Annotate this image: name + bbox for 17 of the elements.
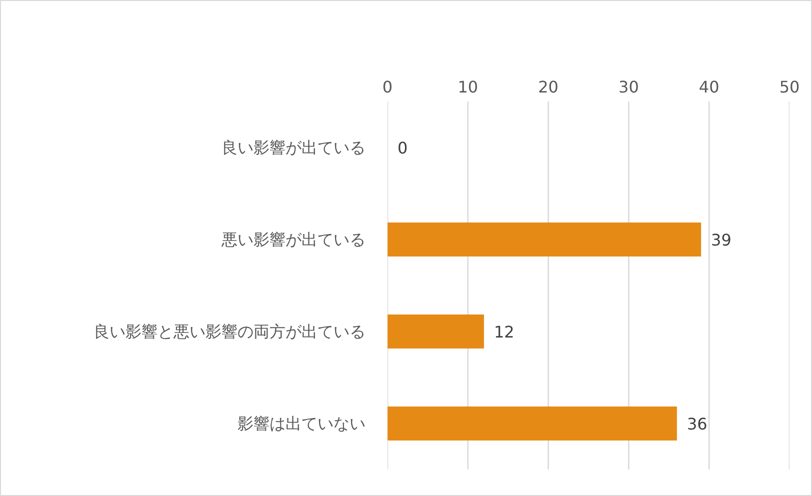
x-tick-label: 0 [382,78,393,96]
x-tick-label: 10 [458,78,478,96]
y-tick-label: 良い影響と悪い影響の両方が出ている [94,322,366,341]
x-tick-label: 30 [618,78,639,96]
bar [388,314,484,349]
y-tick-label: 悪い影響が出ている [220,230,366,249]
y-tick-label: 良い影響が出ている [222,138,366,157]
y-tick-label: 影響は出ていない [238,414,366,433]
x-tick-label: 40 [698,78,720,96]
x-tick-label: 50 [779,78,800,96]
data-label: 39 [711,230,732,250]
x-tick-label: 20 [538,78,558,96]
data-label: 0 [398,138,408,158]
bar [388,406,677,441]
bar [388,222,702,257]
data-label: 12 [494,322,514,342]
data-label: 36 [686,414,708,434]
